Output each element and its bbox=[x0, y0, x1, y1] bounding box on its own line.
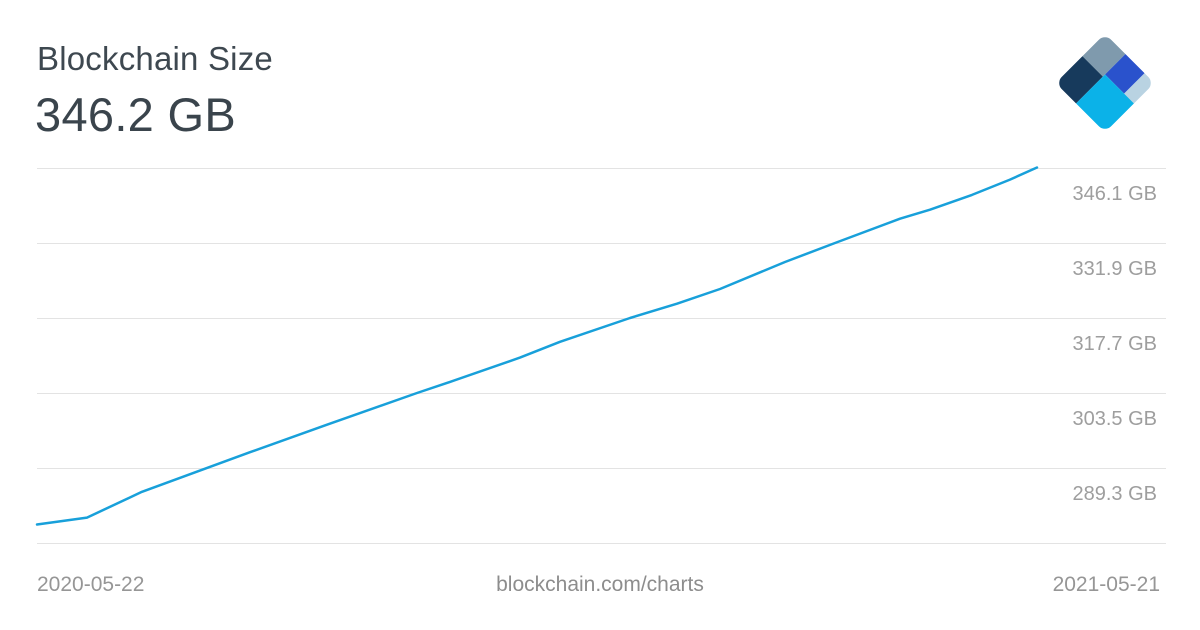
watermark-url: blockchain.com/charts bbox=[496, 573, 704, 596]
gridline bbox=[37, 243, 1166, 244]
gridline bbox=[37, 468, 1166, 469]
gridline bbox=[37, 393, 1166, 394]
y-tick-label: 346.1 GB bbox=[1072, 183, 1157, 205]
current-value: 346.2 GB bbox=[35, 88, 236, 141]
y-tick-label: 331.9 GB bbox=[1072, 258, 1157, 280]
x-axis-start-label: 2020-05-22 bbox=[37, 573, 145, 596]
gridline bbox=[37, 318, 1166, 319]
y-tick-label: 303.5 GB bbox=[1072, 408, 1157, 430]
series-line bbox=[35, 166, 1039, 526]
y-tick-label: 317.7 GB bbox=[1072, 333, 1157, 355]
page-title: Blockchain Size bbox=[37, 40, 273, 77]
gridline bbox=[37, 543, 1166, 544]
y-tick-label: 289.3 GB bbox=[1072, 483, 1157, 505]
x-axis-end-label: 2021-05-21 bbox=[1052, 573, 1160, 596]
gridline bbox=[37, 168, 1166, 169]
